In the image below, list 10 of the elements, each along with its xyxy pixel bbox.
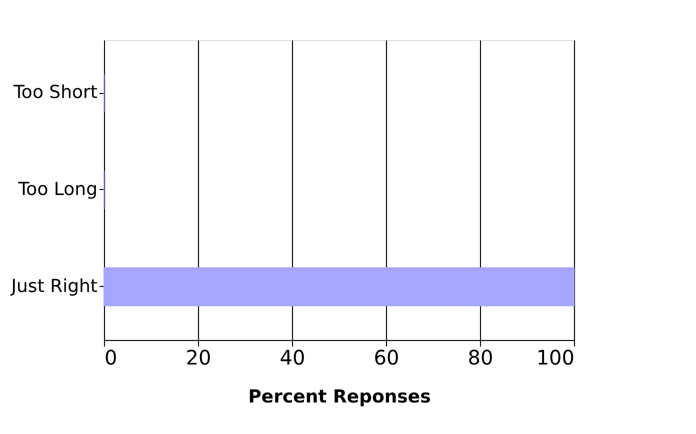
x-tick-label: 60: [374, 346, 400, 370]
x-tick-label: 20: [186, 346, 212, 370]
y-tick-label: Too Short: [12, 82, 98, 104]
x-axis-title: Percent Reponses: [248, 386, 431, 408]
x-tick-label: 0: [104, 346, 118, 370]
y-tick-label: Too Long: [17, 179, 98, 200]
x-tick-label: 100: [536, 346, 574, 370]
x-tick-label: 80: [468, 346, 494, 370]
y-tick-label: Just Right: [10, 276, 98, 297]
x-tick-label: 40: [280, 346, 306, 370]
